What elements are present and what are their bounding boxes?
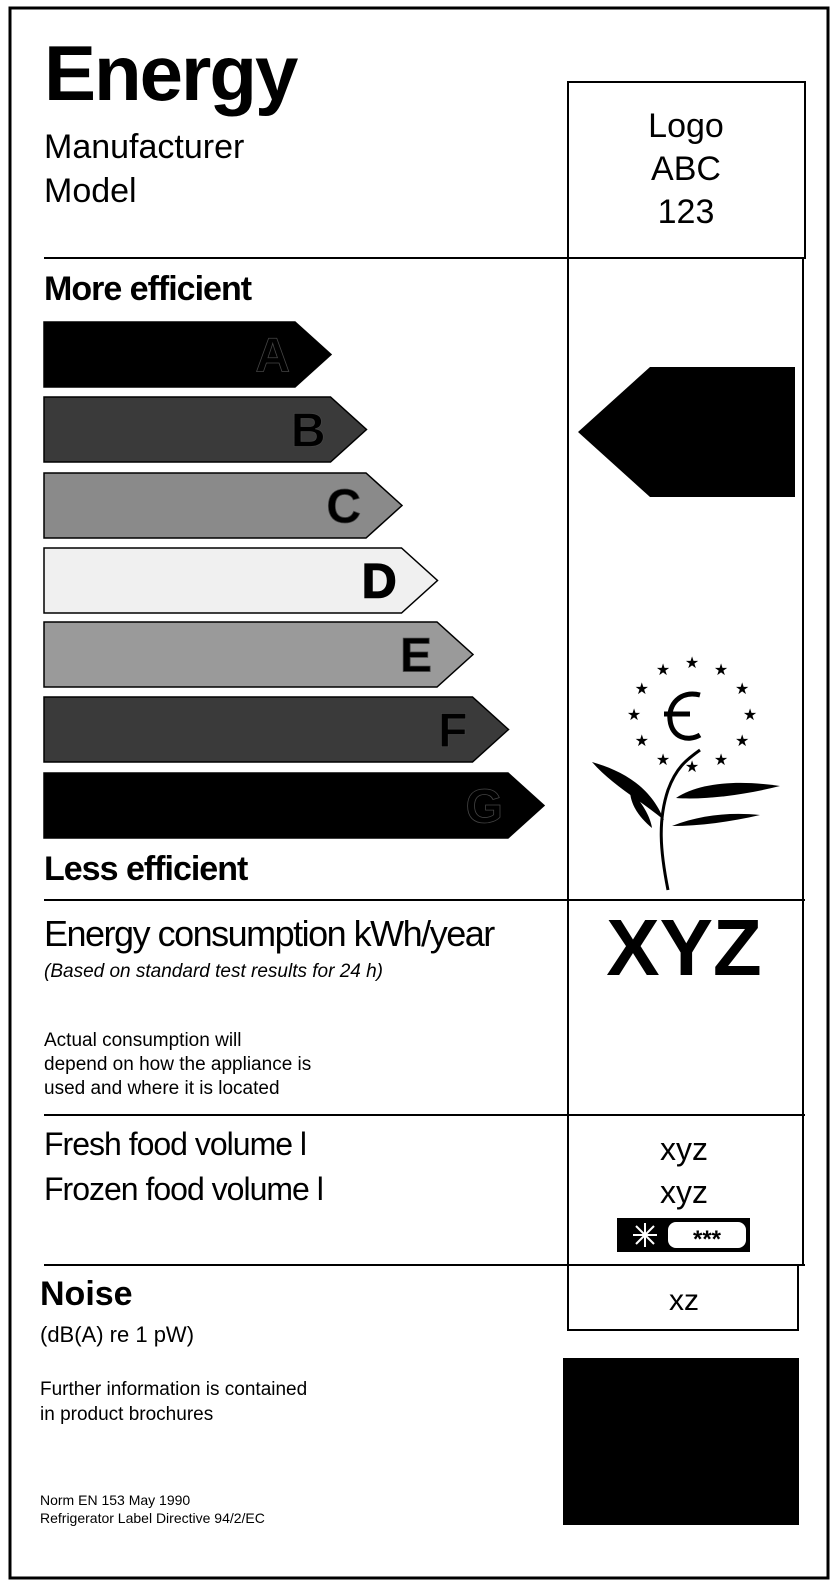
class-letter: A [255, 330, 290, 383]
logo-line: Logo [648, 107, 724, 145]
flower-star: ★ [635, 681, 649, 698]
info-line: Further information is contained [40, 1379, 307, 1400]
frozen-value: xyz [660, 1174, 708, 1210]
eu-star: ★ [724, 1464, 737, 1481]
info-line: in product brochures [40, 1404, 213, 1425]
eu-star: ★ [702, 1385, 715, 1402]
consumption-value: XYZ [606, 903, 762, 992]
rating-letter: B [682, 371, 761, 494]
flower-star: ★ [635, 733, 649, 750]
eu-star: ★ [673, 1377, 686, 1394]
noise-unit: (dB(A) re 1 pW) [40, 1322, 194, 1347]
energy-label: EnergyManufacturerModelLogoABC123More ef… [0, 0, 834, 1582]
class-letter: C [326, 481, 361, 534]
eu-star: ★ [644, 1485, 657, 1502]
eu-star: ★ [644, 1385, 657, 1402]
consumption-note: used and where it is located [44, 1078, 280, 1099]
class-letter: F [438, 705, 467, 758]
title: Energy [44, 29, 298, 117]
eu-star: ★ [702, 1485, 715, 1502]
flower-star: ★ [714, 662, 728, 679]
page: EnergyManufacturerModelLogoABC123More ef… [0, 0, 834, 1582]
logo-line: 123 [658, 193, 715, 231]
top-label: More efficient [44, 270, 252, 308]
model: Model [44, 172, 137, 210]
consumption-title: Energy consumption kWh/year [44, 913, 495, 954]
consumption-note: depend on how the appliance is [44, 1054, 311, 1075]
eu-star: ★ [673, 1493, 686, 1510]
class-letter: G [466, 781, 503, 834]
flower-leaf [592, 762, 664, 820]
flower-star: ★ [743, 707, 757, 724]
eu-star: ★ [724, 1406, 737, 1423]
logo-line: ABC [651, 150, 721, 188]
noise-value: xz [669, 1284, 699, 1317]
star-rating: *** [693, 1226, 722, 1253]
eu-star: ★ [731, 1435, 744, 1452]
bottom-label: Less efficient [44, 850, 248, 888]
flower-star: ★ [627, 707, 641, 724]
flower-leaf [676, 783, 780, 799]
frozen-label: Frozen food volume l [44, 1171, 323, 1207]
fresh-value: xyz [660, 1131, 708, 1167]
class-letter: E [400, 630, 432, 683]
manufacturer: Manufacturer [44, 128, 244, 166]
flower-star: ★ [656, 752, 670, 769]
consumption-subtitle: (Based on standard test results for 24 h… [44, 961, 383, 982]
flower-euro [664, 694, 700, 738]
fresh-label: Fresh food volume l [44, 1126, 306, 1162]
noise-title: Noise [40, 1275, 133, 1313]
eu-star: ★ [623, 1464, 636, 1481]
flower-star: ★ [735, 681, 749, 698]
flower-star: ★ [735, 733, 749, 750]
norm-line: Refrigerator Label Directive 94/2/EC [40, 1510, 265, 1526]
class-letter: B [291, 405, 326, 458]
eu-star: ★ [615, 1435, 628, 1452]
consumption-note: Actual consumption will [44, 1030, 241, 1051]
flower-star: ★ [656, 662, 670, 679]
class-letter: D [362, 556, 397, 609]
flower-star: ★ [714, 752, 728, 769]
norm-line: Norm EN 153 May 1990 [40, 1492, 190, 1508]
eu-star: ★ [623, 1406, 636, 1423]
flower-star: ★ [685, 655, 699, 672]
flower-leaf [672, 814, 760, 826]
